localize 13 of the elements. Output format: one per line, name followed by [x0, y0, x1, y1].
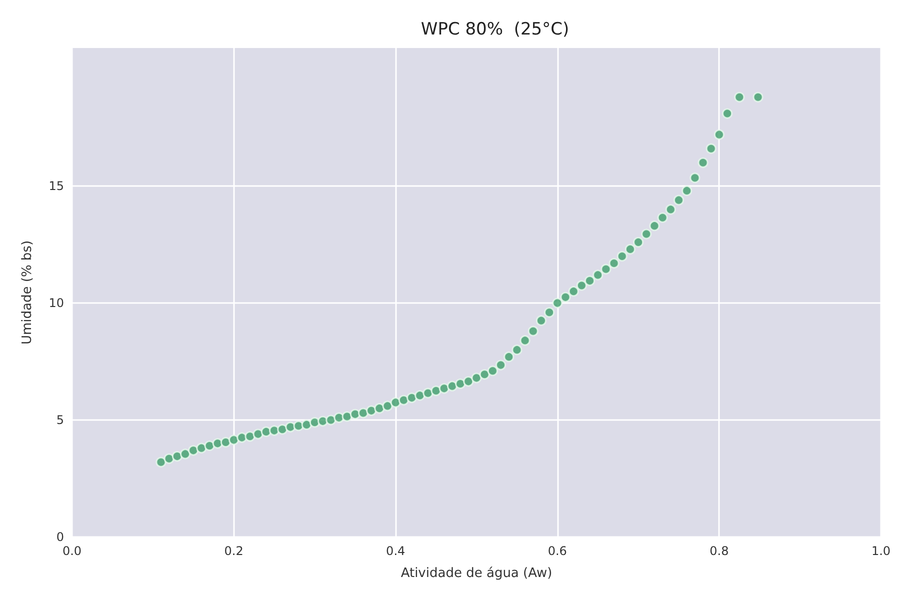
x-tick-label: 0.8 [710, 544, 729, 558]
x-tick-label: 0.0 [62, 544, 82, 558]
y-tick-label: 10 [48, 296, 64, 310]
y-tick-label: 5 [56, 413, 64, 428]
x-tick-label: 0.6 [548, 544, 567, 558]
chart-title: WPC 80% (25°C) [420, 20, 570, 40]
y-tick-label: 0 [56, 530, 64, 544]
x-tick-label: 0.2 [224, 544, 244, 558]
y-tick-label: 15 [48, 179, 64, 194]
x-tick-label: 1.0 [871, 544, 891, 558]
x-tick-label: 0.4 [386, 544, 406, 558]
y-axis-title: Umidade (% bs) [20, 240, 35, 345]
x-axis-title: Atividade de água (Aw) [400, 566, 552, 581]
